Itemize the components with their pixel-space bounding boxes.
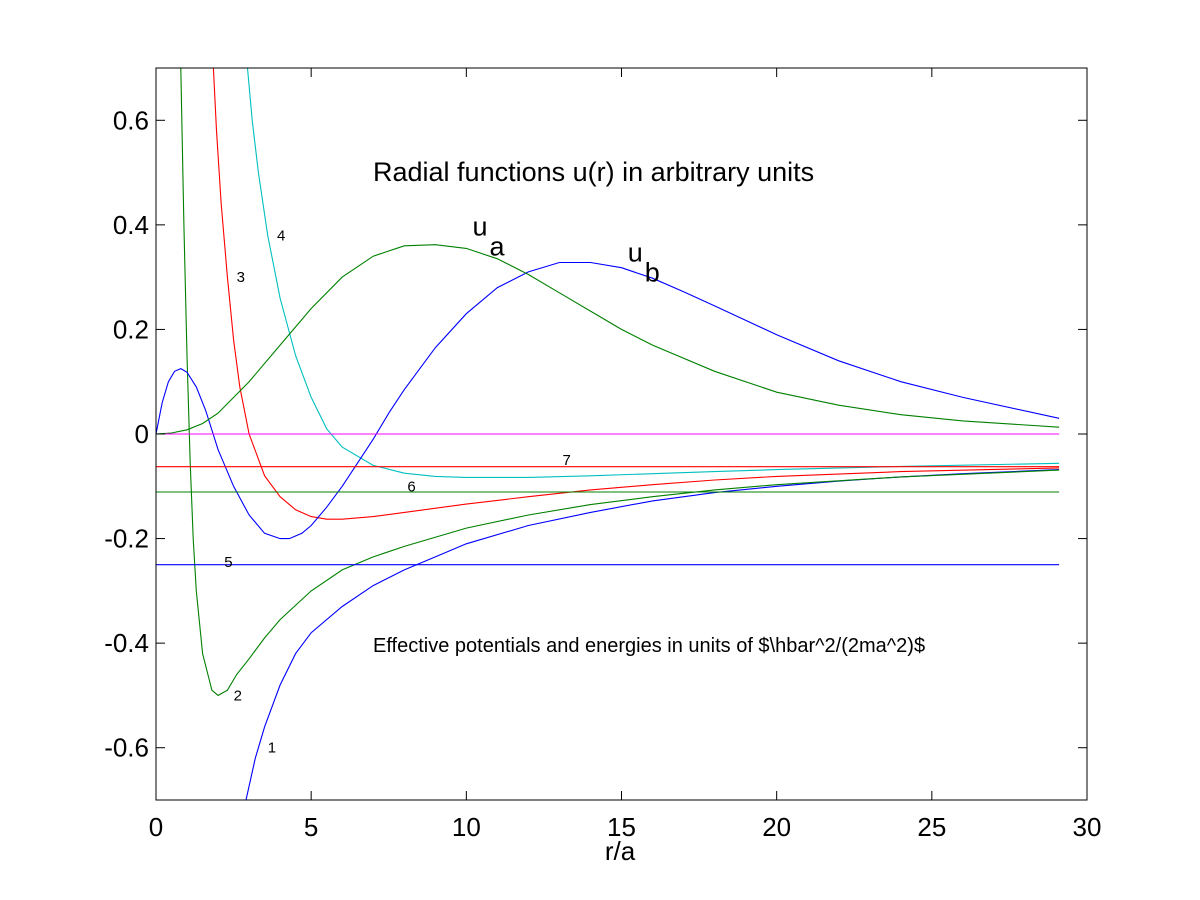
- y-tick-label: -0.2: [104, 524, 149, 554]
- y-tick-label: 0.6: [113, 105, 149, 135]
- curve-label-2: 2: [234, 687, 242, 704]
- curve-label-5: 5: [224, 554, 232, 571]
- annotation-effective-potentials: Effective potentials and energies in uni…: [373, 635, 925, 657]
- y-tick-label: -0.4: [104, 628, 149, 658]
- u-label-subscript-b: b: [645, 257, 660, 287]
- x-tick-label: 10: [452, 812, 481, 842]
- curve-label-4: 4: [277, 227, 285, 244]
- series-line-2: [180, 68, 1060, 697]
- series-line-3: [212, 68, 1060, 520]
- x-tick-label: 30: [1073, 812, 1102, 842]
- tick-layer: 0 5 10 15 20 25 30-0.6-0.4-0.200.20.40.6: [104, 68, 1101, 842]
- u-label-b: u: [628, 237, 643, 267]
- u-label-a: u: [473, 211, 488, 241]
- y-tick-label: 0: [135, 419, 149, 449]
- x-axis-label: r/a: [605, 836, 636, 866]
- x-tick-label: 20: [762, 812, 791, 842]
- u-label-subscript-a: a: [490, 231, 506, 261]
- curve-label-6: 6: [407, 478, 415, 495]
- curve-label-3: 3: [237, 269, 245, 286]
- curve-label-1: 1: [268, 740, 276, 757]
- series-line-4: [246, 68, 1060, 478]
- y-tick-label: -0.6: [104, 733, 149, 763]
- text-layer: r/a Radial functions u(r) in arbitrary u…: [224, 157, 925, 866]
- curve-label-7: 7: [563, 452, 571, 469]
- x-tick-label: 15: [607, 812, 636, 842]
- y-tick-label: 0.2: [113, 314, 149, 344]
- x-tick-label: 0: [149, 812, 163, 842]
- x-tick-label: 5: [304, 812, 318, 842]
- annotation-radial-functions: Radial functions u(r) in arbitrary units: [373, 157, 814, 187]
- series-line-6: [156, 244, 1060, 435]
- y-tick-label: 0.4: [113, 210, 149, 240]
- x-tick-label: 25: [917, 812, 946, 842]
- series-layer: [156, 68, 1060, 800]
- series-line-5: [156, 261, 1060, 540]
